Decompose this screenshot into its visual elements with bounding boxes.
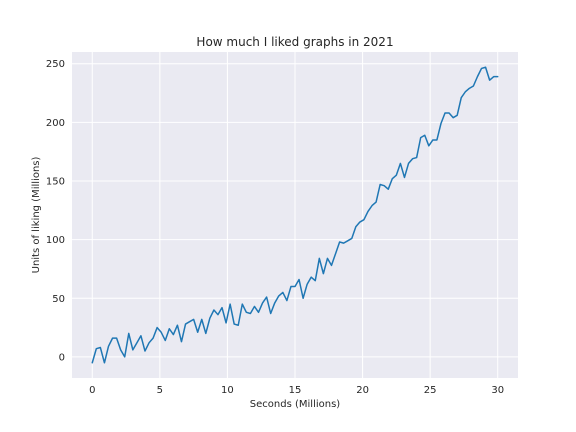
y-axis-label: Units of liking (Millions) <box>31 157 42 274</box>
x-tick-label: 10 <box>221 385 234 396</box>
y-tick-label: 200 <box>46 118 65 129</box>
y-tick-label: 150 <box>46 176 65 187</box>
x-tick-label: 5 <box>157 385 163 396</box>
chart-title: How much I liked graphs in 2021 <box>196 35 393 49</box>
grid-lines <box>72 52 518 378</box>
series-line <box>91 66 499 364</box>
x-tick-label: 0 <box>89 385 95 396</box>
x-tick-label: 20 <box>356 385 369 396</box>
x-tick-label: 15 <box>289 385 302 396</box>
y-tick-label: 100 <box>46 235 65 246</box>
x-tick-label: 25 <box>424 385 437 396</box>
y-tick-label: 250 <box>46 59 65 70</box>
y-tick-label: 0 <box>59 352 65 363</box>
y-tick-label: 50 <box>52 294 65 305</box>
tick-labels: 0 5 10 15 20 25 30 0 50 100 150 200 250 <box>46 59 504 396</box>
x-axis-label: Seconds (Millions) <box>250 399 340 410</box>
x-tick-label: 30 <box>491 385 504 396</box>
